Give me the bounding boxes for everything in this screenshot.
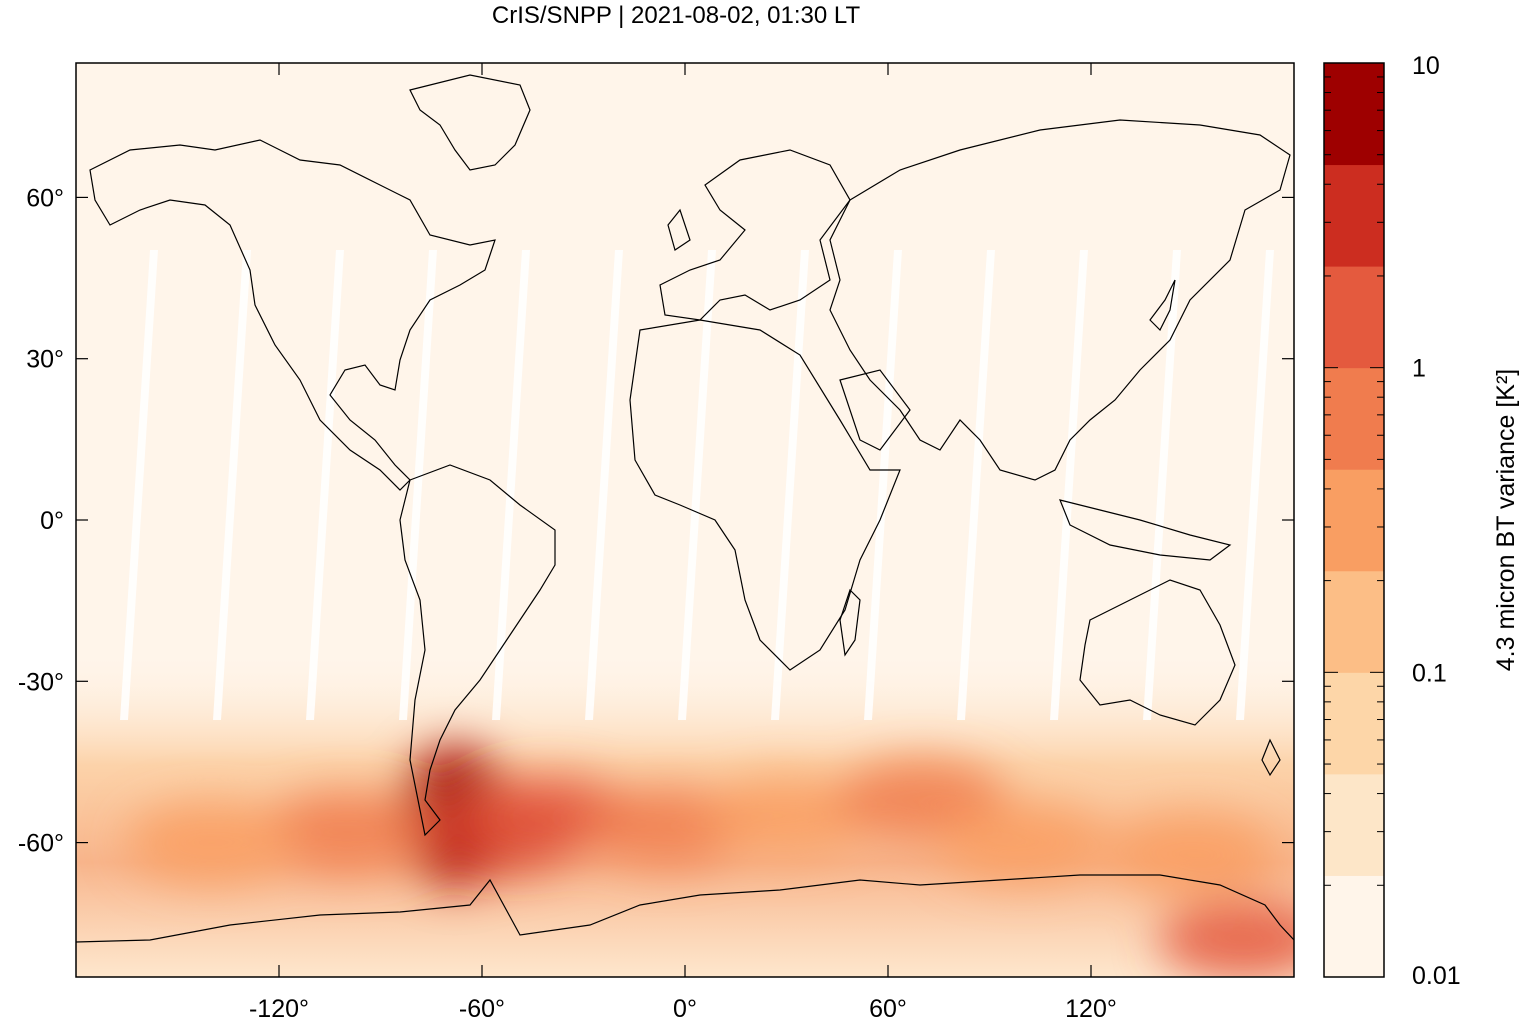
x-tick-label: 0° [673, 995, 697, 1020]
orbit-gap [306, 250, 344, 720]
x-tick-label: -120° [249, 995, 309, 1020]
page-title: CrIS/SNPP | 2021-08-02, 01:30 LT [491, 2, 861, 29]
colorbar-segment [1324, 63, 1384, 166]
orbit-gap [1236, 250, 1274, 720]
colorbar-segment [1324, 164, 1384, 267]
orbit-gap [213, 250, 251, 720]
colorbar-segment [1324, 672, 1384, 775]
colorbar-segment [1324, 266, 1384, 369]
y-axis-ticks: 60° 30° 0° -30° -60° [18, 184, 1294, 858]
x-axis-ticks: -120° -60° 0° 60° 120° [249, 63, 1117, 1020]
y-tick-label: -60° [18, 830, 64, 858]
variance-hotspot [126, 802, 297, 883]
colorbar-tick-label: 10 [1412, 52, 1440, 80]
x-tick-label: 120° [1065, 995, 1117, 1020]
orbit-gap [399, 250, 437, 720]
orbit-gap [585, 250, 623, 720]
colorbar-segment [1324, 875, 1384, 978]
colorbar-segment [1324, 367, 1384, 470]
colorbar-tick-label: 1 [1412, 355, 1426, 383]
orbit-gap [120, 250, 158, 720]
x-tick-label: 60° [869, 995, 907, 1020]
variance-hotspot [701, 775, 872, 856]
map-area [76, 63, 1294, 977]
colorbar-segment [1324, 469, 1384, 572]
colorbar-tick-label: 0.01 [1412, 962, 1461, 990]
variance-hotspots [126, 745, 1294, 977]
colorbar-ticks: 10 1 0.1 0.01 [1324, 52, 1461, 990]
colorbar-segment [1324, 570, 1384, 673]
colorbar-label: 4.3 micron BT variance [K²] [1492, 369, 1520, 671]
orbit-gap [1050, 250, 1088, 720]
variance-hotspot [1158, 899, 1294, 977]
y-tick-label: 30° [26, 346, 64, 374]
colorbar-tick-label: 0.1 [1412, 659, 1447, 687]
colorbar [1324, 63, 1384, 978]
coastlines [76, 74, 1294, 943]
y-tick-label: 0° [40, 507, 64, 535]
orbit-gaps [120, 250, 1274, 720]
orbit-gap [1143, 250, 1181, 720]
orbit-gap [771, 250, 809, 720]
orbit-gap [492, 250, 530, 720]
orbit-gap [957, 250, 995, 720]
colorbar-segment [1324, 773, 1384, 876]
variance-hotspot [1107, 813, 1278, 894]
colorbar-frame [1323, 62, 1385, 978]
orbit-gap [678, 250, 716, 720]
y-tick-label: 60° [26, 184, 64, 212]
variance-hotspot [938, 802, 1109, 883]
y-tick-label: -30° [18, 668, 64, 696]
variance-hotspot [261, 791, 432, 872]
x-tick-label: -60° [459, 995, 505, 1020]
orbit-gap [864, 250, 902, 720]
